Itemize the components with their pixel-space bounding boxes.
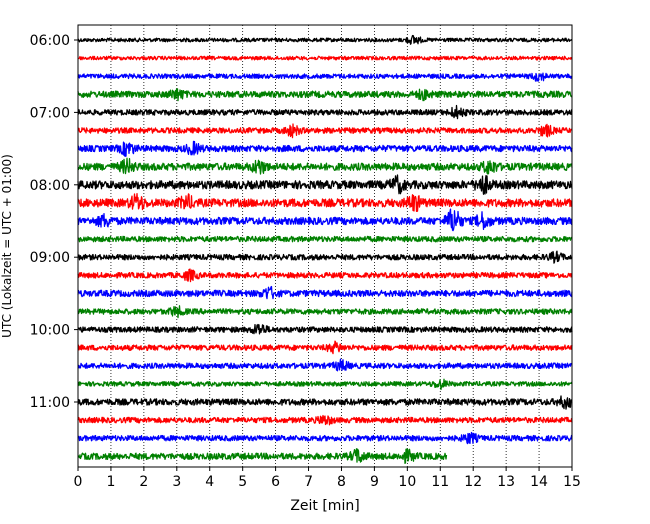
trace-1030 [77, 358, 573, 372]
x-tick-label-13: 13 [497, 474, 515, 490]
x-tick-label-2: 2 [139, 474, 148, 490]
trace-0730 [77, 140, 573, 157]
x-tick-label-9: 9 [370, 474, 379, 490]
x-axis-label: Zeit [min] [290, 498, 359, 514]
trace-0900 [77, 250, 573, 264]
x-tick-label-7: 7 [304, 474, 313, 490]
trace-0700 [77, 104, 573, 120]
x-tick-label-4: 4 [205, 474, 214, 490]
y-tick-label-0: 06:00 [30, 33, 70, 49]
x-tick-label-0: 0 [74, 474, 83, 490]
y-tick-label-1: 07:00 [30, 105, 70, 121]
trace-1000 [77, 323, 573, 335]
x-tick-label-3: 3 [172, 474, 181, 490]
trace-0845 [77, 235, 573, 243]
trace-1130 [77, 431, 573, 445]
trace-0815 [77, 192, 573, 212]
x-tick-label-12: 12 [464, 474, 482, 490]
x-tick-label-10: 10 [398, 474, 416, 490]
y-tick-label-3: 09:00 [30, 250, 70, 266]
y-tick-label-2: 08:00 [30, 178, 70, 194]
trace-1015 [77, 340, 573, 355]
trace-0600 [77, 34, 573, 45]
x-tick-label-8: 8 [337, 474, 346, 490]
x-tick-label-15: 15 [563, 474, 581, 490]
x-tick-label-14: 14 [530, 474, 548, 490]
x-tick-label-6: 6 [271, 474, 280, 490]
x-tick-label-5: 5 [238, 474, 247, 490]
trace-0930 [77, 285, 573, 300]
trace-0830 [77, 208, 573, 232]
x-tick-label-11: 11 [431, 474, 449, 490]
trace-1145 [77, 448, 448, 464]
trace-0945 [77, 305, 573, 319]
y-tick-label-5: 11:00 [30, 395, 70, 411]
trace-layer [77, 34, 573, 464]
trace-1115 [77, 414, 573, 426]
x-tick-label-1: 1 [106, 474, 115, 490]
trace-0715 [77, 123, 573, 139]
y-tick-label-4: 10:00 [30, 323, 70, 339]
x-axis: 0 1 2 3 4 5 6 7 8 9 10 11 12 13 14 15 [74, 467, 581, 490]
y-axis-label: UTC (Lokalzeit = UTC + 01:00) [0, 154, 14, 338]
trace-0630 [77, 72, 573, 82]
trace-0915 [77, 268, 573, 283]
trace-1045 [77, 378, 573, 391]
trace-0800 [77, 174, 573, 195]
trace-0615 [77, 55, 573, 61]
trace-0745 [77, 157, 573, 175]
plot-frame [77, 24, 573, 468]
y-axis: 06:00 07:00 08:00 09:00 10:00 11:00 [30, 33, 78, 411]
trace-0645 [77, 88, 573, 102]
trace-1100 [77, 395, 573, 410]
